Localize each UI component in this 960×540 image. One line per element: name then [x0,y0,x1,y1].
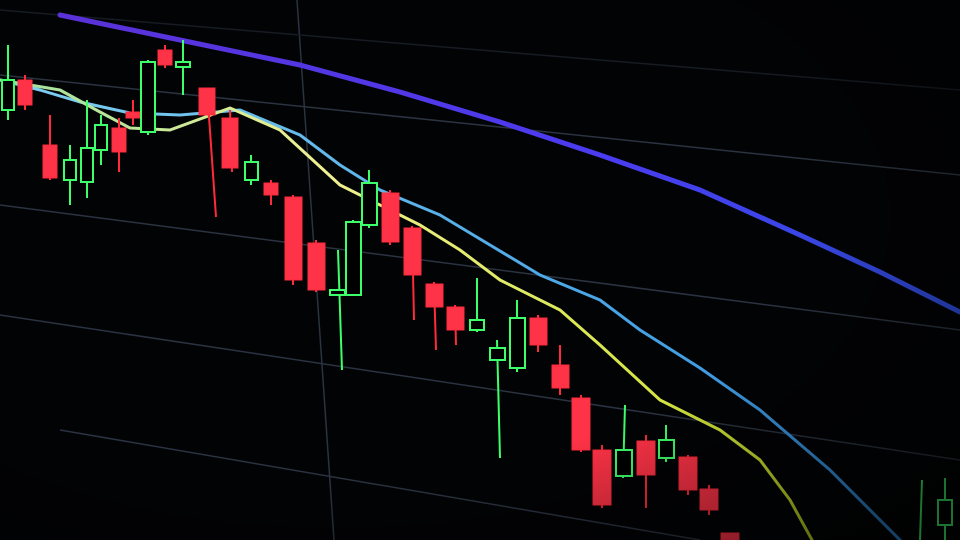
photo [0,0,960,540]
vignette [0,0,960,540]
page: {} [0,0,960,540]
